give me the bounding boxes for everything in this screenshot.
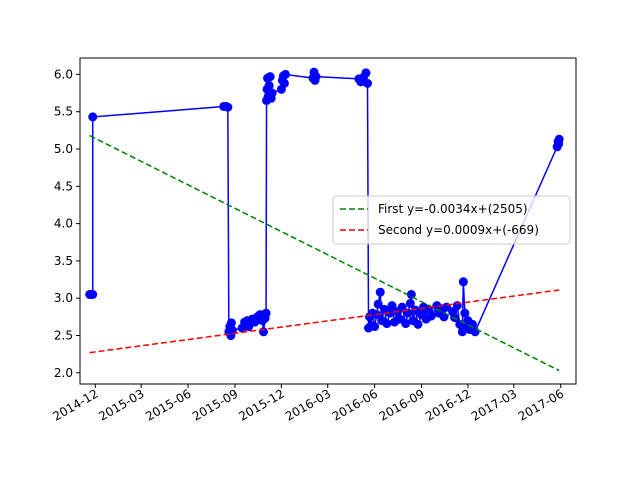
- data-point: [361, 68, 371, 78]
- x-tick-label: 2016-03: [283, 386, 333, 423]
- x-tick-label: 2016-12: [423, 386, 473, 423]
- data-point: [458, 277, 468, 287]
- data-point: [401, 319, 411, 329]
- data-point: [470, 327, 480, 337]
- x-tick-label: 2015-12: [236, 386, 286, 423]
- data-point: [554, 134, 564, 144]
- x-tick-label: 2015-09: [190, 386, 240, 423]
- x-axis: 2014-122015-032015-062015-092015-122016-…: [50, 384, 566, 424]
- data-point: [267, 88, 277, 98]
- data-point: [413, 319, 423, 329]
- data-point: [397, 302, 407, 312]
- data-point: [264, 81, 274, 91]
- x-tick-label: 2016-09: [377, 386, 427, 423]
- data-point: [405, 298, 415, 308]
- x-tick-label: 2015-06: [143, 386, 193, 423]
- y-tick-label: 2.0: [54, 366, 73, 380]
- data-point: [280, 69, 290, 79]
- y-tick-label: 5.5: [54, 105, 73, 119]
- x-tick-label: 2014-12: [50, 386, 100, 423]
- data-point: [261, 308, 271, 318]
- data-point: [226, 318, 236, 328]
- y-tick-label: 3.5: [54, 254, 73, 268]
- data-point: [387, 301, 397, 311]
- data-point: [426, 311, 436, 321]
- data-point: [375, 287, 385, 297]
- x-tick-label: 2017-03: [469, 386, 519, 423]
- x-tick-label: 2015-03: [96, 386, 146, 423]
- data-layer: [85, 67, 564, 372]
- data-point: [227, 325, 237, 335]
- data-point: [382, 319, 392, 329]
- fit-line-1: [89, 134, 560, 372]
- data-point: [265, 72, 275, 82]
- y-tick-label: 4.0: [54, 217, 73, 231]
- y-tick-label: 5.0: [54, 142, 73, 156]
- data-point: [259, 327, 269, 337]
- data-point: [223, 102, 233, 112]
- data-point: [373, 299, 383, 309]
- x-tick-label: 2017-06: [516, 386, 566, 423]
- y-tick-label: 2.5: [54, 329, 73, 343]
- legend: First y=-0.0034x+(2505) Second y=0.0009x+…: [332, 195, 571, 245]
- data-point: [370, 322, 380, 332]
- legend-entry: First y=-0.0034x+(2505): [378, 202, 528, 216]
- y-tick-label: 4.5: [54, 179, 73, 193]
- y-axis: 2.0 2.5 3.0 3.5 4.0 4.5 5.0 5.5 6.0: [54, 67, 80, 380]
- legend-entry: Second y=0.0009x+(-669): [378, 223, 539, 237]
- y-tick-label: 6.0: [54, 67, 73, 81]
- data-point: [311, 72, 321, 82]
- data-point: [406, 289, 416, 299]
- data-point: [279, 78, 289, 88]
- fit-line-2: [89, 289, 560, 354]
- x-tick-label: 2016-06: [330, 386, 380, 423]
- data-point: [363, 78, 373, 88]
- y-tick-label: 3.0: [54, 291, 73, 305]
- data-point: [88, 289, 98, 299]
- data-point: [88, 112, 98, 122]
- legend-box: [332, 195, 571, 245]
- data-point: [460, 308, 470, 318]
